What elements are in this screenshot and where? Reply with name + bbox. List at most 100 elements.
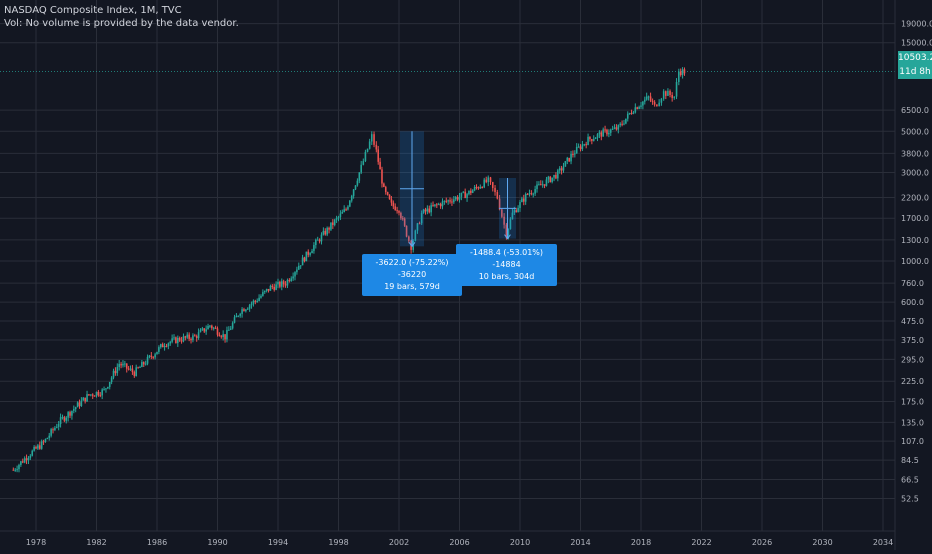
up-candle xyxy=(27,457,30,461)
price-tick-label: 5000.0 xyxy=(901,127,929,136)
down-candle xyxy=(161,344,164,348)
time-tick-label: 2026 xyxy=(752,538,772,547)
up-candle xyxy=(574,153,576,155)
candles xyxy=(12,67,686,473)
price-tick-label: 1300.0 xyxy=(901,236,929,245)
down-candle xyxy=(284,284,287,286)
down-candle xyxy=(25,458,28,461)
measure-label-1[interactable]: -3622.0 (-75.22%) -36220 19 bars, 579d xyxy=(362,254,462,296)
down-candle xyxy=(377,149,380,162)
up-candle xyxy=(296,269,298,273)
up-candle xyxy=(46,437,49,440)
up-candle xyxy=(90,394,92,396)
down-candle xyxy=(505,224,508,238)
price-tick-label: 225.0 xyxy=(901,377,924,386)
up-candle xyxy=(297,265,300,270)
up-candle xyxy=(176,337,179,344)
up-candle xyxy=(479,186,482,189)
up-candle xyxy=(260,295,262,298)
down-candle xyxy=(496,192,499,199)
up-candle xyxy=(681,69,684,75)
up-candle xyxy=(553,174,555,178)
down-candle xyxy=(568,157,570,162)
up-candle xyxy=(207,325,209,330)
down-candle xyxy=(401,218,404,220)
up-candle xyxy=(67,412,69,418)
down-candle xyxy=(379,161,381,170)
up-candle xyxy=(356,180,359,186)
down-candle xyxy=(42,441,45,443)
price-tick-label: 6500.0 xyxy=(901,106,929,115)
up-candle xyxy=(59,417,62,425)
down-candle xyxy=(184,336,187,338)
up-candle xyxy=(564,161,567,167)
up-candle xyxy=(163,346,166,348)
up-candle xyxy=(205,329,207,332)
up-candle xyxy=(103,389,105,391)
down-candle xyxy=(539,184,542,186)
down-candle xyxy=(630,113,633,115)
time-tick-label: 2034 xyxy=(873,538,893,547)
down-candle xyxy=(52,429,54,431)
down-candle xyxy=(91,394,94,396)
down-candle xyxy=(88,394,90,396)
time-tick-label: 1986 xyxy=(147,538,167,547)
up-candle xyxy=(182,336,185,342)
up-candle xyxy=(277,281,279,285)
down-candle xyxy=(489,177,492,183)
down-candle xyxy=(125,363,128,369)
up-candle xyxy=(628,113,631,115)
up-candle xyxy=(623,123,625,125)
down-candle xyxy=(216,328,219,335)
down-candle xyxy=(636,107,639,109)
up-candle xyxy=(347,206,349,210)
up-candle xyxy=(462,191,465,193)
up-candle xyxy=(678,71,680,82)
down-candle xyxy=(188,334,190,339)
up-candle xyxy=(290,278,293,281)
measure-label-2[interactable]: -1488.4 (-53.01%) -14884 10 bars, 304d xyxy=(456,244,557,286)
up-candle xyxy=(360,164,362,173)
price-tick-label: 52.5 xyxy=(901,495,919,504)
up-candle xyxy=(229,328,232,330)
down-candle xyxy=(21,461,24,463)
up-candle xyxy=(541,184,544,186)
down-candle xyxy=(137,367,139,369)
up-candle xyxy=(566,157,569,162)
up-candle xyxy=(422,209,425,214)
down-candle xyxy=(439,203,442,207)
up-candle xyxy=(420,213,423,224)
up-candle xyxy=(292,276,294,279)
up-candle xyxy=(250,303,253,306)
down-candle xyxy=(384,186,387,193)
price-tick-label: 1700.0 xyxy=(901,214,929,223)
up-candle xyxy=(507,228,510,238)
up-candle xyxy=(349,200,351,207)
up-candle xyxy=(139,367,141,369)
up-candle xyxy=(581,144,584,150)
down-candle xyxy=(436,204,438,206)
down-candle xyxy=(194,335,196,337)
up-candle xyxy=(95,391,98,396)
down-candle xyxy=(498,198,501,210)
up-candle xyxy=(315,239,317,246)
up-candle xyxy=(513,210,516,213)
up-candle xyxy=(519,202,521,208)
up-candle xyxy=(667,90,669,96)
down-candle xyxy=(375,144,378,150)
up-candle xyxy=(40,441,43,449)
up-candle xyxy=(454,197,457,200)
down-candle xyxy=(408,236,410,241)
up-candle xyxy=(286,279,289,286)
up-candle xyxy=(625,118,627,124)
down-candle xyxy=(99,395,102,397)
up-candle xyxy=(366,148,369,152)
down-candle xyxy=(390,199,393,203)
up-candle xyxy=(222,334,224,337)
price-tick-label: 15000.0 xyxy=(901,39,932,48)
up-candle xyxy=(144,363,147,365)
down-candle xyxy=(273,286,276,290)
down-candle xyxy=(394,206,397,211)
up-candle xyxy=(186,334,189,338)
down-candle xyxy=(332,222,334,225)
